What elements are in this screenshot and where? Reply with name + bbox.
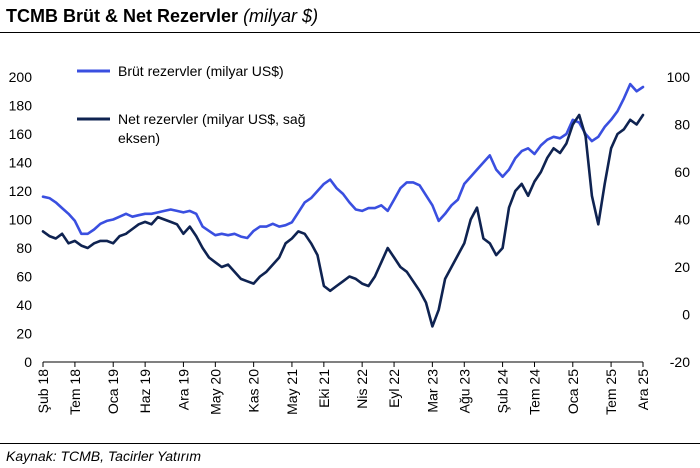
right-tick-label: 40 <box>674 212 690 228</box>
left-tick-label: 120 <box>9 183 33 199</box>
left-tick-label: 200 <box>9 69 33 85</box>
left-tick-label: 160 <box>9 126 33 142</box>
right-tick-label: 20 <box>674 259 690 275</box>
x-tick-label: Eyl 22 <box>386 369 402 408</box>
right-tick-label: 80 <box>674 117 690 133</box>
left-tick-label: 80 <box>16 240 32 256</box>
left-tick-label: 20 <box>16 326 32 342</box>
x-tick-label: Mar 23 <box>424 369 440 413</box>
legend: Brüt rezervler (milyar US$) Net rezervle… <box>77 63 306 146</box>
right-tick-label: 100 <box>667 69 691 85</box>
left-tick-label: 180 <box>9 98 33 114</box>
source-note: Kaynak: TCMB, Tacirler Yatırım <box>6 448 202 464</box>
reserves-chart: 0 20 40 60 80 100 120 140 160 180 200 -20 0 20 40 60 80… <box>9 63 691 415</box>
left-tick-label: 100 <box>9 212 33 228</box>
series-layer <box>41 82 645 328</box>
x-tick-label: Ağu 23 <box>456 369 472 414</box>
x-tick-label: Ara 19 <box>175 369 191 410</box>
right-tick-label: 60 <box>674 164 690 180</box>
right-tick-label: -20 <box>670 354 690 370</box>
x-tick-label: Ara 25 <box>635 369 651 410</box>
x-tick-label: Nis 22 <box>354 369 370 409</box>
x-tick-label: Oca 19 <box>105 369 121 414</box>
legend-label-net: Net rezervler (milyar US$, sağ eksen) <box>118 111 306 146</box>
x-tick-label: May 20 <box>207 369 223 415</box>
bottom-divider <box>0 443 700 444</box>
x-tick-label: Şub 18 <box>35 369 51 414</box>
series-line-net <box>41 113 645 328</box>
chart-title-unit: (milyar $) <box>243 6 319 26</box>
x-tick-label: Tem 18 <box>67 369 83 415</box>
series-line-gross <box>41 82 645 240</box>
x-axis-ticks: Şub 18 Tem 18 Oca 19 Haz 19 Ara 19 May 20 Kas … <box>35 362 651 415</box>
chart-title-main: TCMB Brüt & Net Rezervler <box>6 6 239 26</box>
x-tick-label: Şub 24 <box>495 369 511 414</box>
x-tick-label: Eki 21 <box>316 369 332 408</box>
right-tick-label: 0 <box>682 307 690 323</box>
right-axis-ticks: -20 0 20 40 60 80 100 <box>667 69 691 370</box>
left-axis-ticks: 0 20 40 60 80 100 120 140 160 180 200 <box>9 69 33 370</box>
chart-title: TCMB Brüt & Net Rezervler (milyar $) <box>6 6 318 27</box>
legend-label-gross: Brüt rezervler (milyar US$) <box>118 63 284 79</box>
legend-label-net-line1: Net rezervler (milyar US$, sağ <box>118 111 306 127</box>
legend-label-net-line2: eksen) <box>118 130 160 146</box>
x-tick-label: Oca 25 <box>565 369 581 414</box>
x-tick-label: Kas 20 <box>246 369 262 413</box>
left-tick-label: 60 <box>16 269 32 285</box>
x-tick-label: Haz 19 <box>137 369 153 414</box>
top-divider <box>0 32 700 33</box>
x-tick-label: Tem 24 <box>526 369 542 415</box>
left-tick-label: 40 <box>16 297 32 313</box>
x-tick-label: Tem 25 <box>603 369 619 415</box>
left-tick-label: 140 <box>9 155 33 171</box>
left-tick-label: 0 <box>24 354 32 370</box>
x-tick-label: May 21 <box>284 369 300 415</box>
